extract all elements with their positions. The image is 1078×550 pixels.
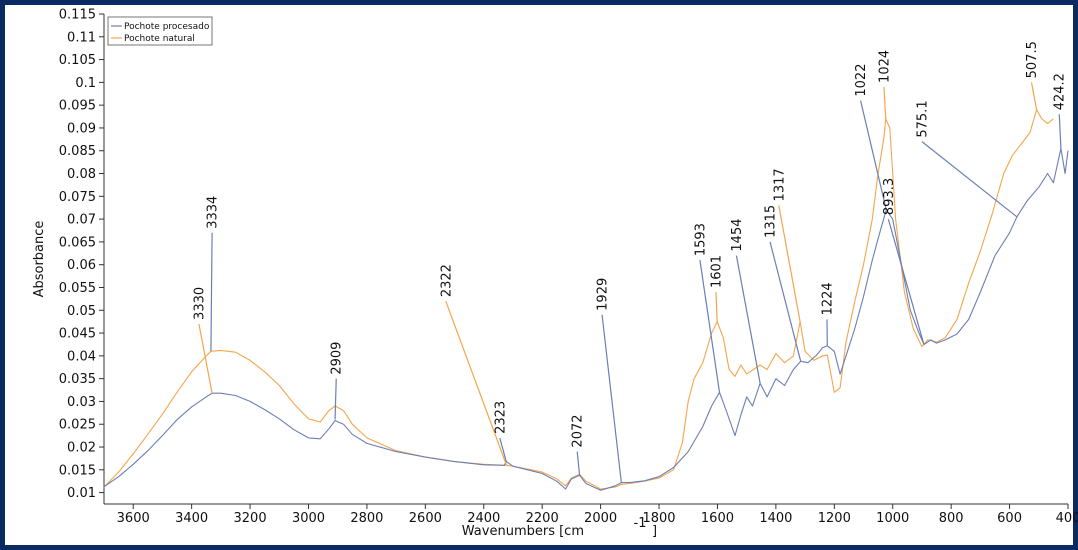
peak-label: 2322: [439, 264, 454, 297]
y-tick-label: 0.09: [67, 121, 96, 136]
peak-leader-line: [601, 314, 622, 483]
x-tick-label: 1200: [818, 511, 851, 526]
y-axis-ticks: 0.01 0.015 0.02 0.025 0.03 0.035 0.04 0.045 0.05…: [59, 8, 104, 501]
peak-label: 1224: [821, 282, 836, 315]
plot-area: [103, 14, 1068, 505]
y-tick-label: 0.115: [59, 8, 96, 23]
series-line-pochote-natural: [103, 109, 1054, 490]
peak-label: 1317: [772, 168, 787, 201]
y-tick-label: 0.065: [59, 235, 96, 250]
x-tick-label: 3200: [234, 511, 267, 526]
peak-leader-line: [445, 300, 508, 466]
x-tick-label: 800: [939, 511, 964, 526]
peak-leader-line: [735, 255, 761, 384]
peak-leader-line: [198, 323, 213, 394]
y-tick-label: 0.075: [59, 190, 96, 205]
peak-leader-line: [769, 241, 802, 362]
y-tick-label: 0.01: [67, 486, 96, 501]
legend-label-processed: Pochote procesado: [124, 22, 210, 32]
y-tick-label: 0.045: [59, 327, 96, 342]
x-tick-label: 2800: [350, 511, 383, 526]
peak-label: 575.1: [915, 100, 930, 137]
peak-leader-line: [334, 378, 337, 420]
y-tick-label: 0.04: [67, 349, 96, 364]
x-axis-ticks: 3600 3400 3200 3000 2800 2600 2400 2200 2000 1800…: [117, 504, 1078, 526]
peak-leader-line: [1058, 114, 1062, 149]
y-tick-label: 0.035: [59, 372, 96, 387]
x-axis-title: Wavenumbers [cm -1 ]: [462, 516, 657, 539]
x-tick-label: 400: [1056, 511, 1078, 526]
x-tick-label: 2400: [467, 511, 500, 526]
y-tick-label: 0.05: [67, 304, 96, 319]
peak-leader-line: [860, 100, 887, 211]
x-tick-label: 600: [997, 511, 1022, 526]
peak-label: 1454: [730, 218, 745, 251]
legend: Pochote procesado Pochote natural: [107, 16, 213, 46]
peak-leader-line: [715, 292, 718, 322]
peak-label: 1929: [596, 278, 611, 311]
x-axis-title-main: Wavenumbers [cm: [462, 524, 584, 539]
y-tick-label: 0.11: [67, 30, 96, 45]
x-tick-label: 2200: [526, 511, 559, 526]
peak-leader-line: [210, 232, 213, 352]
legend-label-natural: Pochote natural: [124, 34, 195, 44]
x-axis-title-close: ]: [652, 524, 657, 539]
y-tick-label: 0.02: [67, 441, 96, 456]
y-tick-label: 0.015: [59, 463, 96, 478]
series-layer: [103, 109, 1069, 491]
peak-label: 1024: [877, 50, 892, 83]
x-tick-label: 2600: [409, 511, 442, 526]
y-tick-label: 0.095: [59, 99, 96, 114]
y-tick-label: 0.025: [59, 418, 96, 433]
peak-leader-line: [499, 437, 507, 462]
x-tick-label: 3000: [292, 511, 325, 526]
y-tick-label: 0.06: [67, 258, 96, 273]
x-tick-label: 3400: [175, 511, 208, 526]
peak-label: 893.3: [882, 178, 897, 215]
x-tick-label: 3600: [117, 511, 150, 526]
peak-leader-line: [778, 205, 801, 322]
peak-label: 424.2: [1053, 73, 1068, 110]
y-axis-title: Absorbance: [32, 221, 47, 298]
peak-leader-line: [887, 218, 925, 345]
y-tick-label: 0.085: [59, 144, 96, 159]
y-tick-label: 0.1: [75, 76, 96, 91]
y-tick-label: 0.105: [59, 53, 96, 68]
series-line-pochote-procesado: [103, 147, 1069, 491]
x-tick-label: 1000: [876, 511, 909, 526]
peak-label: 507.5: [1025, 41, 1040, 78]
peak-label: 3330: [192, 287, 207, 320]
x-tick-label: 1400: [759, 511, 792, 526]
peak-label: 2072: [571, 414, 586, 447]
x-tick-label: 1800: [642, 511, 675, 526]
y-tick-label: 0.055: [59, 281, 96, 296]
peak-label: 2909: [330, 342, 345, 375]
peak-label: 1315: [764, 205, 779, 238]
peak-label: 2323: [493, 401, 508, 434]
x-tick-label: 2000: [584, 511, 617, 526]
peak-leader-line: [576, 451, 581, 476]
y-tick-label: 0.07: [67, 213, 96, 228]
y-tick-label: 0.08: [67, 167, 96, 182]
peak-label: 1593: [693, 223, 708, 256]
legend-box: [107, 16, 213, 46]
x-tick-label: 1600: [701, 511, 734, 526]
peak-leader-line: [699, 260, 721, 393]
peak-leader-line: [921, 141, 1018, 218]
y-tick-label: 0.03: [67, 395, 96, 410]
peak-label: 3334: [206, 196, 221, 229]
peak-leader-line: [1030, 82, 1038, 110]
peak-leader-line: [883, 86, 887, 119]
x-axis-title-sup: -1: [634, 516, 647, 531]
peak-label: 1601: [709, 255, 724, 288]
peak-label: 1022: [854, 64, 869, 97]
